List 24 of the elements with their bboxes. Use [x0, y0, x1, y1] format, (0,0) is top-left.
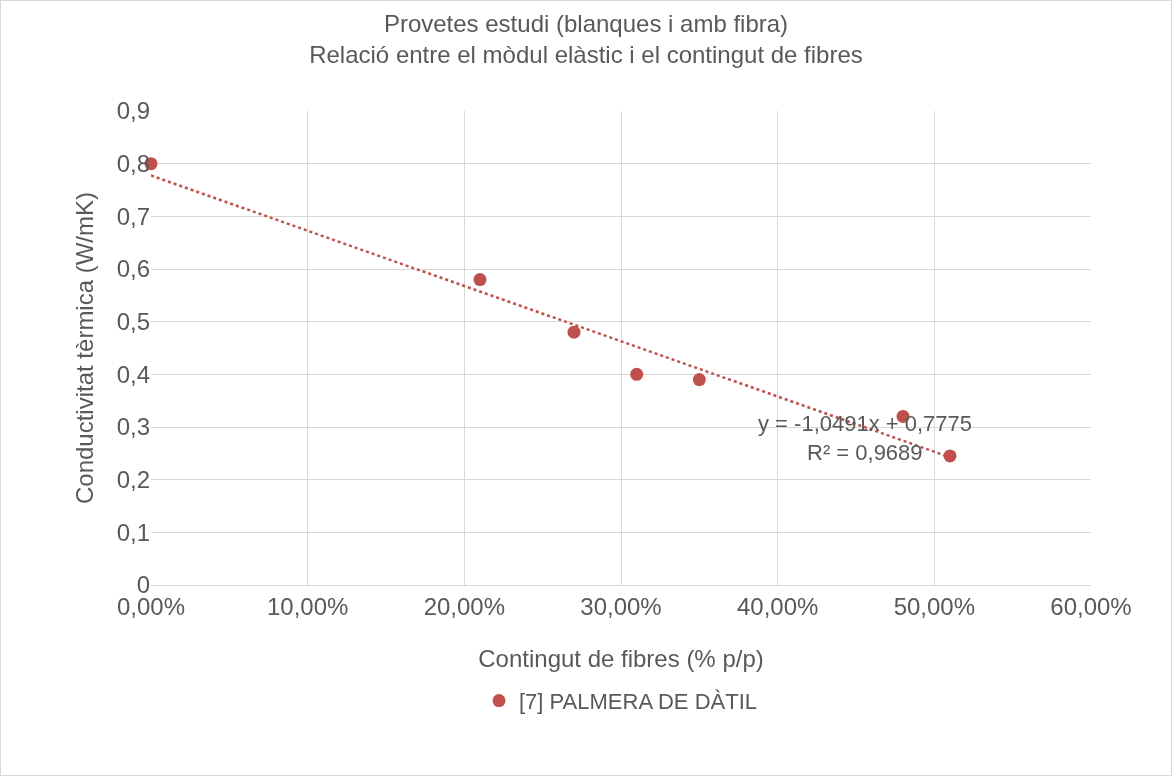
y-tick-label: 0,7 — [116, 202, 150, 230]
point — [630, 367, 644, 381]
x-tick-label: 30,00% — [580, 592, 662, 620]
y-tick-label: 0,6 — [116, 255, 150, 283]
y-axis-title: Conductivitat tèrmica (W/mK) — [71, 191, 98, 505]
x-tick-label: 10,00% — [266, 592, 349, 620]
point — [692, 373, 706, 387]
y-tick-label: 0,2 — [116, 466, 150, 494]
x-tick-label: 20,00% — [423, 592, 506, 620]
legend-label: [7] PALMERA DE DÀTIL — [519, 689, 758, 715]
y-tick-label: 0,3 — [116, 413, 150, 441]
x-tick-label: 60,00% — [1050, 592, 1132, 620]
chart-subtitle: Relació entre el mòdul elàstic i el contingut de fibres — [309, 41, 863, 69]
x-axis-title: Contingut de fibres (% p/p) — [478, 645, 764, 672]
y-tick-label: 0,5 — [116, 308, 150, 336]
point — [567, 325, 581, 339]
y-tick-label: 0,1 — [116, 518, 150, 546]
point — [473, 273, 487, 287]
chart-title: Provetes estudi (blanques i amb fibra) — [383, 9, 789, 37]
y-tick-label: 0,4 — [116, 360, 150, 388]
y-tick-label: 0,9 — [116, 97, 150, 125]
x-tick-label: 40,00% — [736, 592, 819, 620]
x-tick-label: 50,00% — [893, 592, 976, 620]
annotation: R² = 0,9689 — [807, 440, 923, 465]
